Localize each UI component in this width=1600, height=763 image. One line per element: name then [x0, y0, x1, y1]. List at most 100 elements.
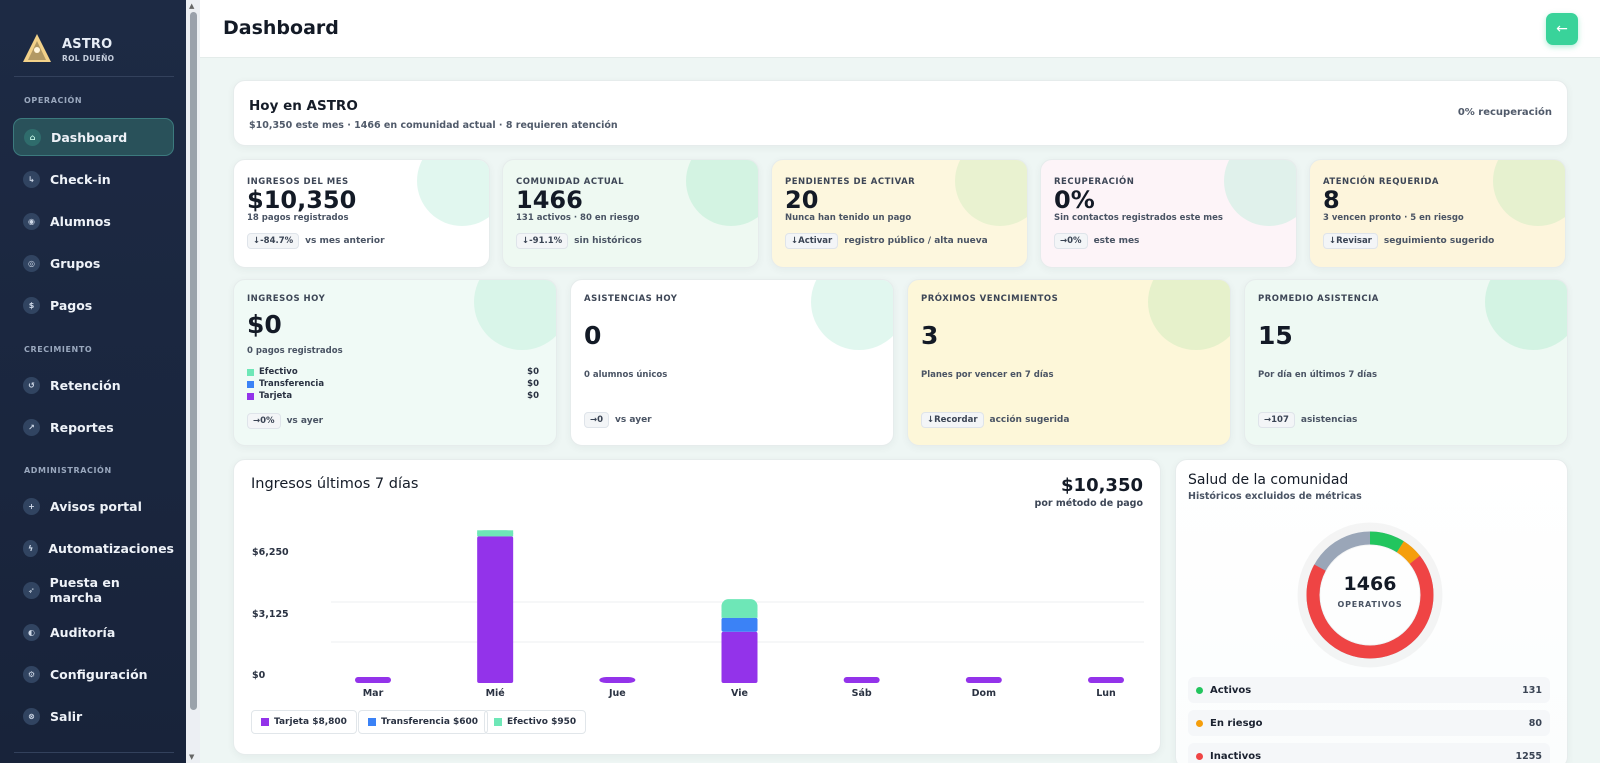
- sidebar-item-retención[interactable]: ↺ Retención: [13, 366, 174, 404]
- bar-segment-fill: [721, 611, 758, 618]
- health-row-label: Inactivos: [1210, 750, 1262, 762]
- trend-chip: →0%: [247, 413, 281, 429]
- trend-text: vs ayer: [286, 416, 324, 426]
- x-tick-label: Mié: [486, 688, 505, 699]
- stat-label: ASISTENCIAS HOY: [584, 294, 678, 304]
- check-in-icon: ↳: [23, 170, 40, 188]
- payment-method-name: Transferencia: [259, 379, 325, 389]
- sidebar-item-auditoría[interactable]: ◐ Auditoría: [13, 613, 174, 651]
- chart-legend-item[interactable]: Tarjeta $8,800: [251, 710, 357, 734]
- astro-logo: [22, 33, 52, 67]
- sidebar-item-label: Retención: [50, 377, 121, 393]
- decorative-blob: [686, 160, 758, 226]
- status-dot: [1196, 719, 1203, 727]
- bar-segment: [965, 677, 1002, 683]
- sidebar-item-label: Puesta en marcha: [49, 575, 120, 605]
- chart-legend-item[interactable]: Efectivo $950: [484, 710, 587, 734]
- payment-method-amount: $0: [527, 367, 539, 377]
- sidebar-item-salir[interactable]: ⊗ Salir: [13, 697, 174, 735]
- sidebar-item-configuración[interactable]: ⚙ Configuración: [13, 655, 174, 693]
- brand-name: ASTRO: [62, 37, 113, 52]
- stat-value: 3: [921, 321, 939, 350]
- sidebar-item-automatizaciones[interactable]: ϟ Automatizaciones: [13, 529, 174, 567]
- donut-center-label: OPERATIVOS: [1337, 600, 1403, 609]
- sidebar-item-dashboard[interactable]: ⌂ Dashboard: [13, 118, 174, 156]
- x-tick-label: Vie: [731, 688, 748, 699]
- sidebar-item-label: Salir: [50, 708, 83, 724]
- kpi-card[interactable]: INGRESOS DEL MES $10,350 18 pagos regist…: [233, 159, 490, 268]
- kpi-trend: ↓-84.7% vs mes anterior: [247, 231, 385, 251]
- kpi-label: PENDIENTES DE ACTIVAR: [785, 177, 916, 187]
- rocket-icon: ➶: [23, 581, 40, 599]
- trend-text: seguimiento sugerido: [1383, 236, 1495, 246]
- kpi-trend: →0% este mes: [1054, 231, 1139, 251]
- home-icon: ⌂: [24, 128, 41, 146]
- sidebar-section-title: ADMINISTRACIÓN: [24, 466, 112, 475]
- decorative-blob: [955, 160, 1027, 226]
- health-row-activos[interactable]: Activos 131: [1188, 677, 1550, 703]
- sidebar-divider: [14, 76, 174, 77]
- bar-segment-tarjeta: [599, 677, 636, 683]
- summary-subtitle: $10,350 este mes · 1466 en comunidad act…: [249, 120, 618, 131]
- back-button[interactable]: ←: [1546, 13, 1578, 45]
- health-subtitle: Históricos excluidos de métricas: [1188, 491, 1362, 502]
- trend-text: sin históricos: [574, 236, 642, 246]
- x-tick-label: Lun: [1096, 688, 1116, 699]
- stat-value: 15: [1258, 321, 1293, 350]
- sidebar-item-puesta-en-marcha[interactable]: ➶ Puesta en marcha: [13, 571, 174, 609]
- kpi-card[interactable]: COMUNIDAD ACTUAL 1466 131 activos · 80 e…: [502, 159, 759, 268]
- stat-card[interactable]: PROMEDIO ASISTENCIA 15 Por día en último…: [1244, 279, 1568, 446]
- sidebar-item-label: Check-in: [50, 171, 111, 187]
- sidebar-item-alumnos[interactable]: ◉ Alumnos: [13, 202, 174, 240]
- status-dot: [1196, 752, 1203, 760]
- scrollbar-thumb[interactable]: [190, 12, 197, 710]
- trend-text: vs mes anterior: [305, 236, 385, 246]
- y-tick-label: $0: [252, 670, 266, 681]
- chart-total-subtitle: por método de pago: [1034, 498, 1143, 509]
- stat-card[interactable]: ASISTENCIAS HOY 0 0 alumnos únicos →0 vs…: [570, 279, 894, 446]
- chart-legend-item[interactable]: Transferencia $600: [358, 710, 489, 734]
- kpi-card[interactable]: PENDIENTES DE ACTIVAR 20 Nunca han tenid…: [771, 159, 1028, 268]
- health-row-count: 80: [1528, 717, 1542, 729]
- sidebar: ASTRO ROL DUEÑO OPERACIÓN ⌂ Dashboard ↳ Chec…: [0, 0, 186, 763]
- stat-subtext: 0 alumnos únicos: [584, 370, 668, 380]
- gear-icon: ⚙: [23, 665, 40, 683]
- legend-swatch: [247, 392, 254, 400]
- sidebar-item-pagos[interactable]: $ Pagos: [13, 286, 174, 324]
- sidebar-item-check-in[interactable]: ↳ Check-in: [13, 160, 174, 198]
- sidebar-item-grupos[interactable]: ◎ Grupos: [13, 244, 174, 282]
- trend-chip: ↓-84.7%: [247, 233, 300, 249]
- bar-segment-tarjeta: [477, 536, 514, 683]
- payment-method-name: Tarjeta: [259, 391, 293, 401]
- stat-card[interactable]: INGRESOS HOY $0 0 pagos registrados Efec…: [233, 279, 557, 446]
- brand[interactable]: ASTRO ROL DUEÑO: [0, 0, 186, 76]
- kpi-card[interactable]: RECUPERACIÓN 0% Sin contactos registrado…: [1040, 159, 1297, 268]
- health-row-count: 1255: [1515, 750, 1542, 762]
- decorative-blob: [1148, 280, 1230, 350]
- summary-card: Hoy en ASTRO $10,350 este mes · 1466 en …: [233, 80, 1568, 146]
- bar-segment-transferencia: [721, 617, 758, 632]
- health-row-label: En riesgo: [1210, 717, 1263, 729]
- sidebar-section-title: OPERACIÓN: [24, 96, 83, 105]
- kpi-trend: ↓Activar registro público / alta nueva: [785, 231, 988, 251]
- kpi-card[interactable]: ATENCIÓN REQUERIDA 8 3 vencen pronto · 5…: [1309, 159, 1566, 268]
- scroll-up-arrow-icon[interactable]: ▲: [189, 2, 195, 10]
- health-row-en-riesgo[interactable]: En riesgo 80: [1188, 710, 1550, 736]
- kpi-trend: ↓Revisar seguimiento sugerido: [1323, 231, 1494, 251]
- sidebar-item-reportes[interactable]: ↗ Reportes: [13, 408, 174, 446]
- scroll-down-arrow-icon[interactable]: ▼: [189, 753, 195, 761]
- refresh-icon: ↺: [23, 376, 40, 394]
- eye-icon: ◐: [23, 623, 40, 641]
- legend-swatch: [368, 718, 376, 726]
- stat-value: $0: [247, 310, 282, 339]
- stat-card[interactable]: PRÓXIMOS VENCIMIENTOS 3 Planes por vence…: [907, 279, 1231, 446]
- kpi-label: ATENCIÓN REQUERIDA: [1323, 177, 1439, 187]
- health-row-inactivos[interactable]: Inactivos 1255: [1188, 743, 1550, 763]
- health-title: Salud de la comunidad: [1188, 472, 1349, 488]
- users-icon: ◉: [23, 212, 40, 230]
- trend-text: este mes: [1093, 236, 1140, 246]
- page-title: Dashboard: [223, 17, 339, 39]
- x-tick-label: Mar: [363, 688, 384, 699]
- sidebar-item-avisos-portal[interactable]: + Avisos portal: [13, 487, 174, 525]
- sidebar-item-label: Pagos: [50, 297, 93, 313]
